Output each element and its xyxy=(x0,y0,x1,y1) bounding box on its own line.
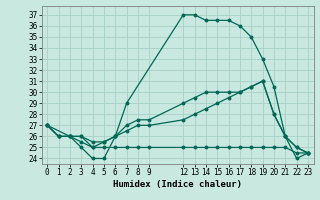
X-axis label: Humidex (Indice chaleur): Humidex (Indice chaleur) xyxy=(113,180,242,189)
